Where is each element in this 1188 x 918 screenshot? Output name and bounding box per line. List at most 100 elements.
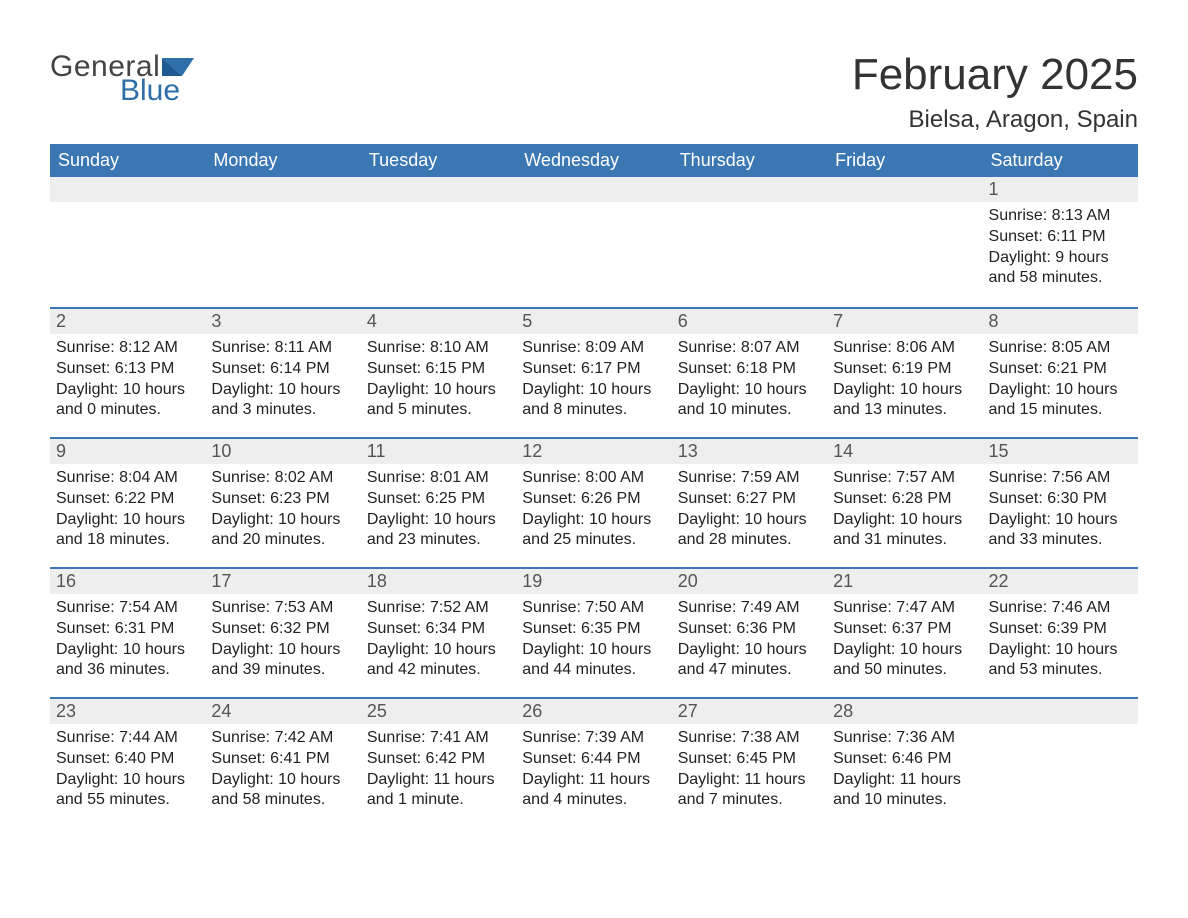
sunrise-text: Sunrise: 8:01 AM [367,468,510,489]
week-row: 23Sunrise: 7:44 AMSunset: 6:40 PMDayligh… [50,697,1138,827]
day-number-bar: 18 [361,567,516,594]
sunrise-text: Sunrise: 7:49 AM [678,598,821,619]
sunset-text: Sunset: 6:40 PM [56,749,199,770]
sunrise-text: Sunrise: 7:52 AM [367,598,510,619]
day-header-row: Sunday Monday Tuesday Wednesday Thursday… [50,144,1138,177]
day-content: Sunrise: 8:01 AMSunset: 6:25 PMDaylight:… [361,464,516,561]
day-number-bar: 13 [672,437,827,464]
day-number-bar: 20 [672,567,827,594]
week-row: 1Sunrise: 8:13 AMSunset: 6:11 PMDaylight… [50,177,1138,307]
day-content: Sunrise: 7:38 AMSunset: 6:45 PMDaylight:… [672,724,827,821]
day-cell: 9Sunrise: 8:04 AMSunset: 6:22 PMDaylight… [50,437,205,567]
sunrise-text: Sunrise: 7:50 AM [522,598,665,619]
day-cell: 17Sunrise: 7:53 AMSunset: 6:32 PMDayligh… [205,567,360,697]
day-cell: 6Sunrise: 8:07 AMSunset: 6:18 PMDaylight… [672,307,827,437]
sunrise-text: Sunrise: 8:05 AM [989,338,1132,359]
daylight-text: Daylight: 10 hours and 23 minutes. [367,510,510,552]
empty-day-cell [516,177,671,307]
day-number: 7 [833,311,843,331]
sunrise-text: Sunrise: 7:36 AM [833,728,976,749]
day-cell: 28 Sunrise: 7:36 AMSunset: 6:46 PMDayligh… [827,697,982,827]
day-number-bar: 2 [50,307,205,334]
daylight-text: Daylight: 10 hours and 47 minutes. [678,640,821,682]
day-cell: 4Sunrise: 8:10 AMSunset: 6:15 PMDaylight… [361,307,516,437]
day-content: Sunrise: 7:36 AMSunset: 6:46 PMDaylight:… [827,724,982,821]
day-number: 17 [211,571,231,591]
day-content: Sunrise: 7:44 AMSunset: 6:40 PMDaylight:… [50,724,205,821]
day-cell: 26Sunrise: 7:39 AMSunset: 6:44 PMDayligh… [516,697,671,827]
daylight-text: Daylight: 10 hours and 33 minutes. [989,510,1132,552]
sunrise-text: Sunrise: 8:07 AM [678,338,821,359]
sunrise-text: Sunrise: 8:11 AM [211,338,354,359]
day-cell: 23 Sunrise: 7:44 AMSunset: 6:40 PMDayligh… [50,697,205,827]
daylight-text: Daylight: 10 hours and 25 minutes. [522,510,665,552]
week-row: 9Sunrise: 8:04 AMSunset: 6:22 PMDaylight… [50,437,1138,567]
day-content: Sunrise: 8:06 AMSunset: 6:19 PMDaylight:… [827,334,982,431]
day-number: 11 [367,441,386,461]
sunrise-text: Sunrise: 8:09 AM [522,338,665,359]
day-number: 3 [211,311,221,331]
day-number-bar: 19 [516,567,671,594]
calendar-table: Sunday Monday Tuesday Wednesday Thursday… [50,144,1138,827]
sunset-text: Sunset: 6:35 PM [522,619,665,640]
sunset-text: Sunset: 6:15 PM [367,359,510,380]
sunrise-text: Sunrise: 8:10 AM [367,338,510,359]
day-number-bar: 23 [50,697,205,724]
day-cell: 24 Sunrise: 7:42 AMSunset: 6:41 PMDayligh… [205,697,360,827]
daylight-text: Daylight: 10 hours and 31 minutes. [833,510,976,552]
day-number: 27 [678,701,698,721]
sunset-text: Sunset: 6:18 PM [678,359,821,380]
day-number: 15 [989,441,1009,461]
day-content: Sunrise: 7:56 AMSunset: 6:30 PMDaylight:… [983,464,1138,561]
day-number-bar: 26 [516,697,671,724]
day-number: 16 [56,571,76,591]
sunrise-text: Sunrise: 8:04 AM [56,468,199,489]
day-number: 24 [211,701,231,721]
empty-day-cell [827,177,982,307]
day-cell: 21Sunrise: 7:47 AMSunset: 6:37 PMDayligh… [827,567,982,697]
day-content: Sunrise: 7:52 AMSunset: 6:34 PMDaylight:… [361,594,516,691]
day-content: Sunrise: 7:46 AMSunset: 6:39 PMDaylight:… [983,594,1138,691]
sunrise-text: Sunrise: 7:57 AM [833,468,976,489]
daylight-text: Daylight: 9 hours and 58 minutes. [989,248,1132,290]
day-cell: 2Sunrise: 8:12 AMSunset: 6:13 PMDaylight… [50,307,205,437]
day-number-bar [983,697,1138,724]
daylight-text: Daylight: 10 hours and 44 minutes. [522,640,665,682]
daylight-text: Daylight: 11 hours and 1 minute. [367,770,510,812]
day-content: Sunrise: 7:47 AMSunset: 6:37 PMDaylight:… [827,594,982,691]
day-number: 14 [833,441,853,461]
day-number-bar: 25 [361,697,516,724]
sunrise-text: Sunrise: 7:56 AM [989,468,1132,489]
day-number: 22 [989,571,1009,591]
day-content: Sunrise: 8:11 AMSunset: 6:14 PMDaylight:… [205,334,360,431]
daylight-text: Daylight: 10 hours and 5 minutes. [367,380,510,422]
page-header: General Blue February 2025 Bielsa, Arago… [50,50,1138,134]
sunset-text: Sunset: 6:19 PM [833,359,976,380]
day-number: 8 [989,311,999,331]
day-header: Tuesday [361,144,516,177]
day-number: 23 [56,701,76,721]
day-number-bar: 6 [672,307,827,334]
month-title: February 2025 [852,50,1138,100]
logo-text-blue: Blue [120,74,180,108]
week-row: 2Sunrise: 8:12 AMSunset: 6:13 PMDaylight… [50,307,1138,437]
day-number: 13 [678,441,698,461]
day-content: Sunrise: 8:09 AMSunset: 6:17 PMDaylight:… [516,334,671,431]
day-number-bar: 12 [516,437,671,464]
day-number-bar: 21 [827,567,982,594]
day-cell: 22 Sunrise: 7:46 AMSunset: 6:39 PMDayligh… [983,567,1138,697]
day-content: Sunrise: 7:42 AMSunset: 6:41 PMDaylight:… [205,724,360,821]
sunrise-text: Sunrise: 7:53 AM [211,598,354,619]
day-cell: 13Sunrise: 7:59 AMSunset: 6:27 PMDayligh… [672,437,827,567]
day-cell: 8Sunrise: 8:05 AMSunset: 6:21 PMDaylight… [983,307,1138,437]
day-header: Sunday [50,144,205,177]
sunset-text: Sunset: 6:45 PM [678,749,821,770]
day-number: 6 [678,311,688,331]
sunrise-text: Sunrise: 8:02 AM [211,468,354,489]
day-number-bar: 8 [983,307,1138,334]
day-cell: 5Sunrise: 8:09 AMSunset: 6:17 PMDaylight… [516,307,671,437]
day-cell: 27 Sunrise: 7:38 AMSunset: 6:45 PMDayligh… [672,697,827,827]
day-number-bar: 22 [983,567,1138,594]
day-number: 28 [833,701,853,721]
sunrise-text: Sunrise: 7:44 AM [56,728,199,749]
